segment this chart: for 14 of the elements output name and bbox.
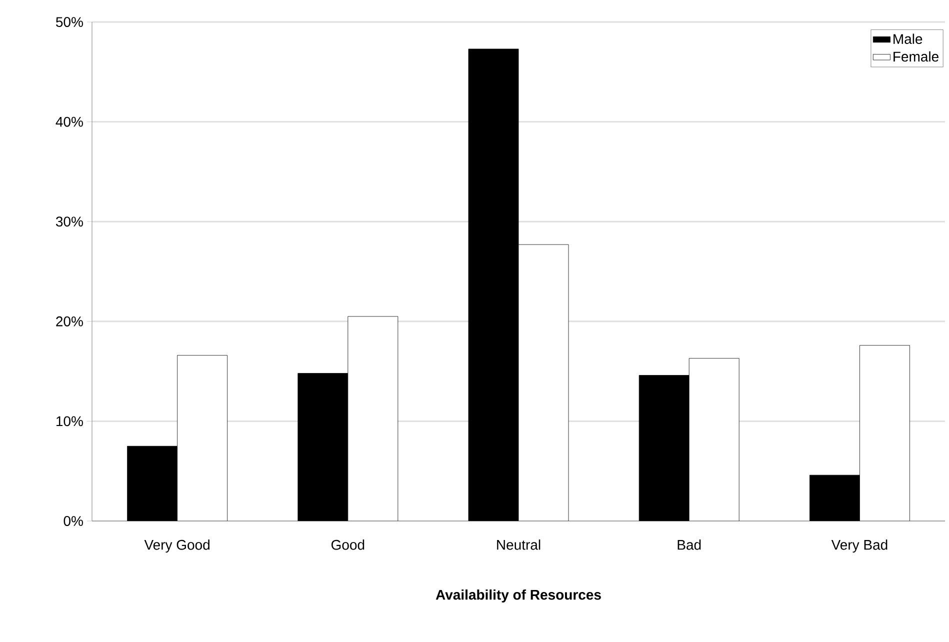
x-tick-label: Good	[331, 540, 364, 550]
x-tick-label: Neutral	[497, 540, 540, 550]
x-tick-label: Very Good	[144, 540, 210, 553]
y-tick-label: 40%	[56, 116, 83, 127]
y-tick-label: 20%	[56, 316, 83, 326]
x-axis-title: Availability of Resources	[436, 589, 601, 602]
x-tick-label: Bad	[678, 540, 701, 550]
x-tick-label: Very Bad	[831, 540, 888, 553]
y-tick-label: 10%	[56, 416, 83, 426]
y-tick-label: 50%	[56, 17, 83, 27]
legend-label: Female	[894, 51, 938, 62]
y-tick-label: 0%	[64, 516, 83, 526]
legend-label: Male	[894, 34, 922, 44]
y-tick-label: 30%	[56, 216, 83, 227]
